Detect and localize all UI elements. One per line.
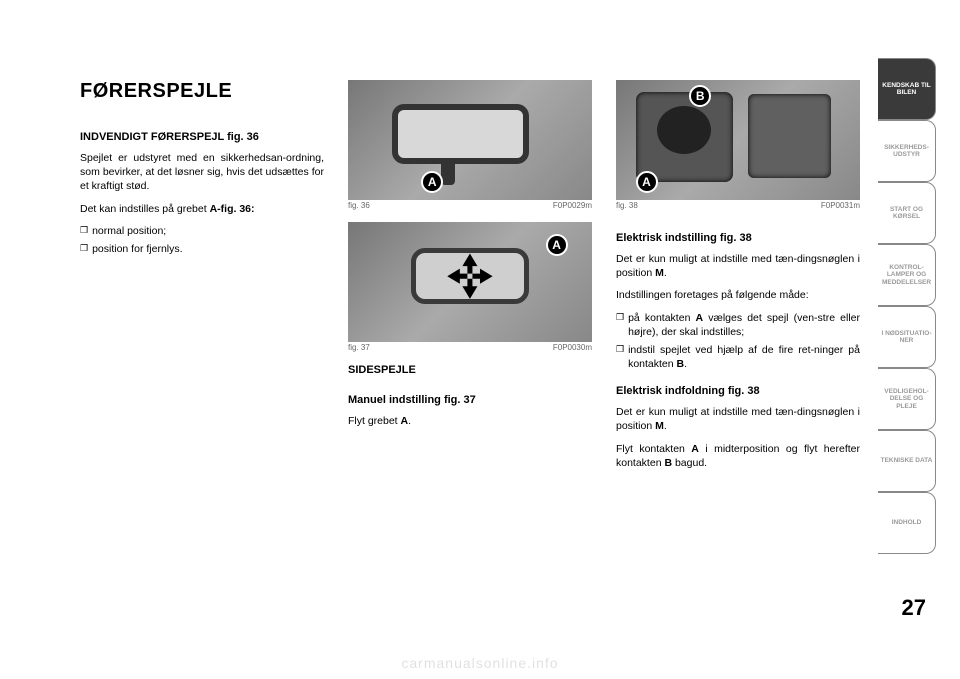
callout-a: A [636, 171, 658, 193]
figure-code: F0P0030m [553, 343, 592, 352]
text-span: Det kan indstilles på grebet [80, 203, 210, 215]
text-span: Flyt kontakten [616, 443, 691, 455]
figure-label: fig. 37 [348, 343, 370, 352]
figure-37-caption: fig. 37 F0P0030m [348, 343, 592, 352]
text-bold: A-fig. 36: [210, 203, 255, 215]
watermark: carmanualsonline.info [0, 655, 960, 671]
tab-start[interactable]: START OG KØRSEL [878, 182, 936, 244]
text-span: Det er kun muligt at indstille med tæn-d… [616, 406, 860, 432]
mirror-illustration [392, 104, 529, 164]
tab-vedlige[interactable]: VEDLIGEHOL-DELSE OG PLEJE [878, 368, 936, 430]
tab-kontrol[interactable]: KONTROL-LAMPER OG MEDDELELSER [878, 244, 936, 306]
bullet-text: normal position; [92, 224, 166, 238]
body-text: Indstillingen foretages på følgende måde… [616, 288, 860, 302]
text-span: bagud. [672, 457, 707, 469]
body-text: Det kan indstilles på grebet A-fig. 36: [80, 202, 324, 216]
figure-38-image: A B [616, 80, 860, 200]
page-number: 27 [902, 595, 926, 621]
figure-36: A fig. 36 F0P0029m [348, 80, 592, 220]
text-span: Flyt grebet [348, 415, 401, 427]
column-2: A fig. 36 F0P0029m A [348, 80, 592, 580]
bullet-item: på kontakten A vælges det spejl (ven-str… [616, 311, 860, 339]
side-tabs: KENDSKAB TIL BILEN SIKKERHEDS-UDSTYR STA… [878, 58, 936, 554]
bullet-text: på kontakten A vælges det spejl (ven-str… [628, 311, 860, 339]
section-heading: SIDESPEJLE [348, 364, 592, 376]
text-span: . [408, 415, 411, 427]
bullet-item: normal position; [80, 224, 324, 238]
text-span: . [664, 267, 667, 279]
page-title: FØRERSPEJLE [80, 80, 324, 103]
figure-code: F0P0029m [553, 201, 592, 210]
figure-36-image: A [348, 80, 592, 200]
figure-36-caption: fig. 36 F0P0029m [348, 201, 592, 210]
body-text: Det er kun muligt at indstille med tæn-d… [616, 405, 860, 433]
figure-37-image: A [348, 222, 592, 342]
text-bold: M [655, 420, 664, 432]
content-area: FØRERSPEJLE INDVENDIGT FØRERSPEJL fig. 3… [80, 80, 860, 580]
figure-38-caption: fig. 38 F0P0031m [616, 201, 860, 210]
callout-a: A [421, 171, 443, 193]
text-bold: A [401, 415, 409, 427]
text-bold: A [691, 443, 699, 455]
text-span: Det er kun muligt at indstille med tæn-d… [616, 253, 860, 279]
callout-b: B [689, 85, 711, 107]
figure-code: F0P0031m [821, 201, 860, 210]
callout-a: A [546, 234, 568, 256]
text-bold: B [677, 358, 685, 370]
text-span: . [684, 358, 687, 370]
tab-kendskab[interactable]: KENDSKAB TIL BILEN [878, 58, 936, 120]
figure-label: fig. 38 [616, 201, 638, 210]
bullet-text: indstil spejlet ved hjælp af de fire ret… [628, 343, 860, 371]
sub-heading: Elektrisk indstilling fig. 38 [616, 232, 860, 244]
sub-heading: Manuel indstilling fig. 37 [348, 394, 592, 406]
section-heading: INDVENDIGT FØRERSPEJL fig. 36 [80, 131, 324, 143]
switch-panel2-illustration [748, 94, 831, 178]
body-text: Flyt grebet A. [348, 414, 592, 428]
text-span: . [664, 420, 667, 432]
tab-tekniske[interactable]: TEKNISKE DATA [878, 430, 936, 492]
figure-37: A fig. 37 F0P0030m [348, 222, 592, 362]
bullet-text: position for fjernlys. [92, 242, 182, 256]
manual-page: FØRERSPEJLE INDVENDIGT FØRERSPEJL fig. 3… [0, 0, 960, 679]
arrows-icon [426, 251, 514, 301]
sub-heading: Elektrisk indfoldning fig. 38 [616, 385, 860, 397]
column-3: A B fig. 38 F0P0031m Elektrisk indstilli… [616, 80, 860, 580]
body-text: Flyt kontakten A i midterposition og fly… [616, 442, 860, 470]
bullet-item: position for fjernlys. [80, 242, 324, 256]
figure-38: A B fig. 38 F0P0031m [616, 80, 860, 220]
tab-nod[interactable]: I NØDSITUATIO-NER [878, 306, 936, 368]
body-text: Spejlet er udstyret med en sikkerhedsan-… [80, 151, 324, 194]
text-span: på kontakten [628, 312, 695, 324]
text-bold: M [655, 267, 664, 279]
bullet-item: indstil spejlet ved hjælp af de fire ret… [616, 343, 860, 371]
figure-label: fig. 36 [348, 201, 370, 210]
tab-indhold[interactable]: INDHOLD [878, 492, 936, 554]
column-1: FØRERSPEJLE INDVENDIGT FØRERSPEJL fig. 3… [80, 80, 324, 580]
body-text: Det er kun muligt at indstille med tæn-d… [616, 252, 860, 280]
text-bold: B [664, 457, 672, 469]
tab-sikkerhed[interactable]: SIKKERHEDS-UDSTYR [878, 120, 936, 182]
text-bold: A [696, 312, 704, 324]
text-span: indstil spejlet ved hjælp af de fire ret… [628, 344, 860, 370]
